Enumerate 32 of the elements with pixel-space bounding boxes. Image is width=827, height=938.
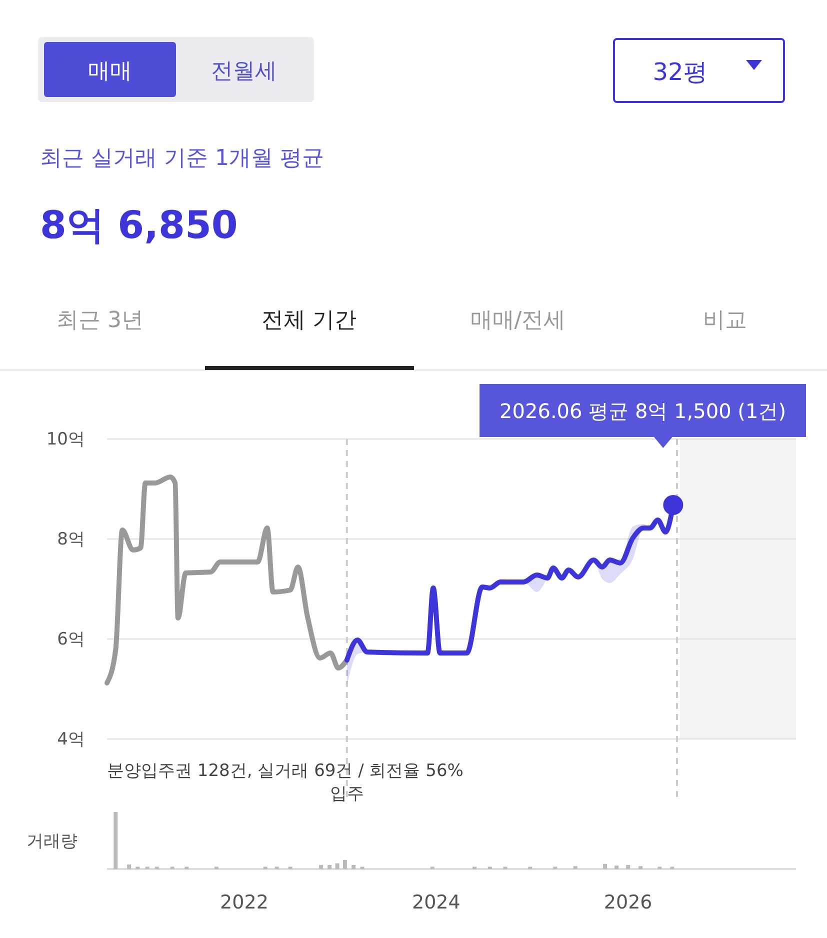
text: 32평 bbox=[652, 58, 708, 86]
bar bbox=[335, 863, 340, 869]
text: 매매/전세 bbox=[470, 308, 566, 333]
bar bbox=[614, 866, 619, 869]
bar bbox=[342, 860, 347, 869]
text: 비교 bbox=[703, 308, 747, 333]
bar bbox=[603, 864, 608, 869]
y-tick-label: 6억 bbox=[57, 629, 85, 650]
y-tick-label: 10억 bbox=[46, 429, 85, 450]
chart-title: 최근 실거래 기준 1개월 평균 bbox=[40, 146, 324, 171]
bar bbox=[318, 865, 323, 869]
y-tick-label: 8억 bbox=[57, 529, 85, 550]
bar bbox=[127, 864, 132, 869]
x-tick-label: 2026 bbox=[604, 891, 652, 914]
y-axis-title: 거래량 bbox=[26, 832, 78, 852]
text: 분양입주권 128건, 실거래 69건 / 회전율 56% bbox=[107, 761, 464, 781]
bar bbox=[626, 865, 630, 869]
text: 매매 bbox=[88, 59, 132, 84]
bar bbox=[114, 812, 118, 869]
bar bbox=[352, 865, 356, 869]
x-tick-label: 2022 bbox=[220, 891, 268, 914]
bar bbox=[638, 866, 643, 869]
chart-subtitle: 8억 6,850 bbox=[40, 203, 238, 247]
bar bbox=[573, 866, 578, 869]
ref-line-label: 입주 bbox=[330, 784, 364, 804]
y-tick-label: 4억 bbox=[57, 729, 85, 750]
text: 전체 기간 bbox=[262, 308, 356, 333]
bar bbox=[328, 865, 332, 869]
text: 2026.06 평균 8억 1,500 (1건) bbox=[500, 399, 786, 423]
x-tick-label: 2024 bbox=[412, 891, 460, 914]
text: 전월세 bbox=[211, 59, 277, 84]
text: 최근 3년 bbox=[56, 308, 144, 333]
